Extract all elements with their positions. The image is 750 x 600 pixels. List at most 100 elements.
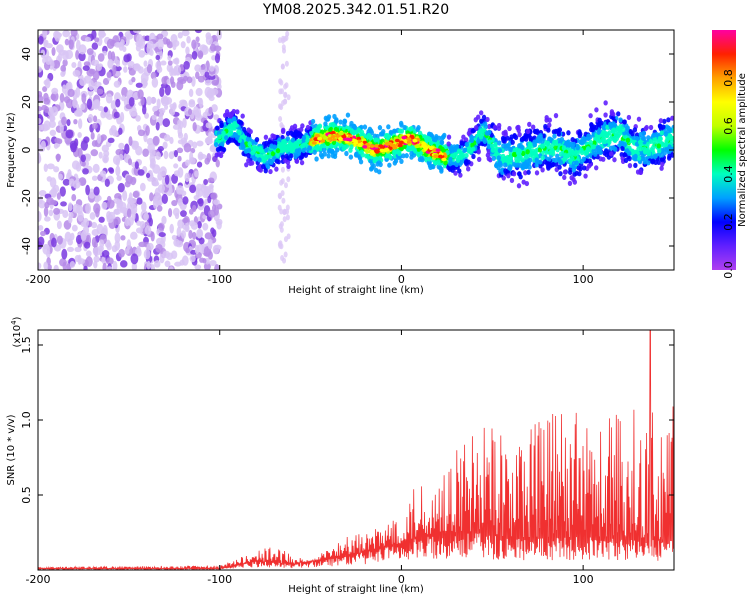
band-blob [352,125,358,131]
band-blob [345,112,351,118]
band-blob [659,157,665,163]
noise-blob [94,196,100,203]
band-blob [663,131,668,137]
noise-blob [202,258,207,264]
band-blob [544,114,549,121]
band-blob [367,126,373,132]
band-blob [326,153,331,159]
noise-blob [61,248,68,260]
band-blob [231,116,237,122]
noise-blob [113,111,120,119]
band-blob [607,130,612,136]
spectrogram-xtick-label: 100 [573,273,594,286]
noise-blob [159,166,167,177]
noise-blob [97,105,104,112]
band-blob [299,160,305,166]
noise-blob [202,222,209,231]
noise-blob [93,186,100,196]
band-blob [558,159,564,166]
noise-blob [210,192,218,200]
noise-blob [204,86,212,98]
band-blob [479,128,484,134]
band-blob [553,113,559,119]
band-blob [662,118,667,124]
band-blob [636,116,642,122]
signal-band [213,100,674,189]
noise-blob [83,61,91,67]
band-core [406,137,412,141]
band-core [374,150,380,154]
band-blob [592,140,597,146]
noise-blob [87,113,94,123]
band-blob [225,139,231,145]
band-blob [342,118,348,125]
band-blob [295,151,301,157]
noise-blob [145,125,150,136]
band-blob [509,177,515,184]
band-blob [562,174,567,181]
noise-blob [208,106,213,115]
band-blob [622,152,627,158]
band-blob [621,119,627,125]
noise-blob [168,266,174,270]
band-blob [215,125,220,131]
band-blob [439,168,444,174]
noise-blob [208,74,216,80]
noise-blob [177,167,184,178]
band-blob [226,118,232,124]
band-blob [525,128,531,135]
noise-blob [126,239,132,251]
noise-blob [143,212,149,221]
noise-blob [82,217,89,228]
noise-blob [156,200,162,207]
noise-blob [209,185,214,194]
band-blob [532,150,538,156]
noise-blob [116,175,122,182]
band-blob [419,155,424,161]
noise-region [38,30,223,270]
band-blob [557,164,562,170]
band-blob [257,164,263,170]
band-blob [517,154,523,160]
band-blob [536,135,542,141]
noise-blob [205,35,213,46]
noise-blob [167,60,173,66]
streak-blob [283,251,288,258]
streak-blob [278,103,283,110]
noise-blob [43,92,49,102]
noise-blob [111,129,119,137]
noise-blob [209,43,217,52]
band-blob [286,163,291,170]
band-blob [566,130,571,136]
band-blob [248,160,253,166]
band-blob [650,158,656,164]
noise-blob [204,157,210,165]
band-core [315,133,321,138]
noise-blob [83,265,88,270]
band-blob [479,118,484,124]
band-blob [660,161,665,167]
band-blob [524,180,530,187]
noise-blob [213,199,220,205]
band-blob [502,138,507,144]
noise-blob [193,194,200,201]
band-blob [428,164,433,171]
noise-blob [123,152,129,163]
streak-blob [286,176,291,183]
noise-blob [194,111,200,118]
band-blob [268,158,273,165]
noise-blob [84,36,91,43]
noise-blob [38,236,45,247]
band-blob [571,167,577,173]
band-blob [395,148,400,154]
noise-blob [116,202,124,209]
noise-blob [207,251,213,260]
noise-blob [177,155,182,162]
streak-blob [283,83,288,90]
noise-blob [61,84,67,94]
band-blob [392,160,398,166]
band-blob [632,127,638,133]
band-blob [275,148,281,154]
band-blob [574,170,579,176]
noise-blob [195,36,200,43]
